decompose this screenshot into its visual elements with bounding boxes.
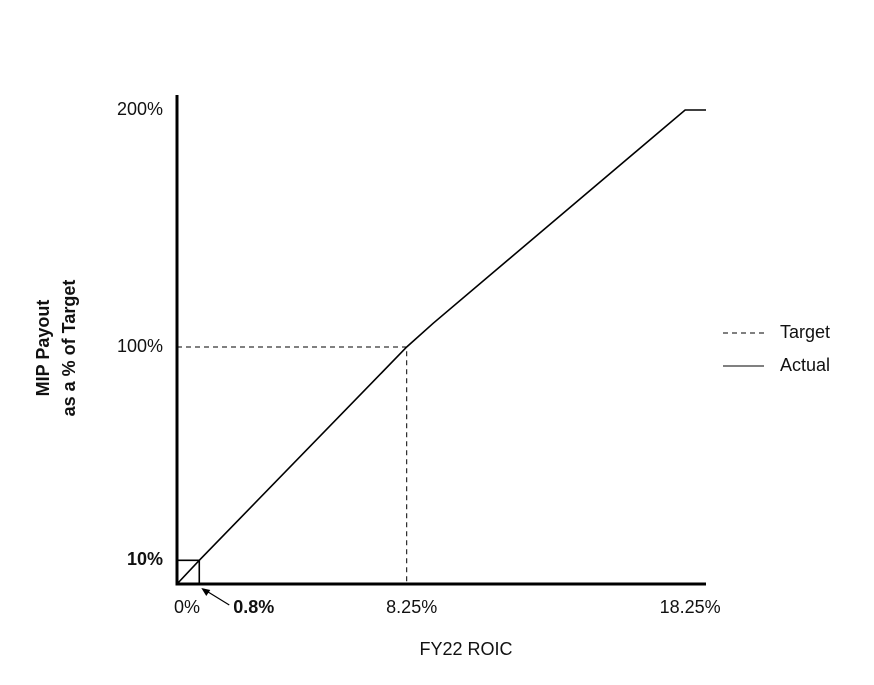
x-axis-label: FY22 ROIC	[419, 639, 512, 659]
y-axis-label-line: MIP Payout	[33, 300, 53, 397]
legend-label: Target	[780, 322, 830, 342]
x-tick-label: 8.25%	[386, 597, 437, 617]
tick-arrowhead	[201, 588, 211, 596]
x-tick-label: 18.25%	[660, 597, 721, 617]
x-tick-label: 0%	[174, 597, 200, 617]
y-axis-label-line: as a % of Target	[59, 280, 79, 417]
y-tick-label: 200%	[117, 99, 163, 119]
x-tick-label: 0.8%	[233, 597, 274, 617]
series-line	[176, 109, 706, 585]
legend-label: Actual	[780, 355, 830, 375]
y-tick-label: 10%	[127, 549, 163, 569]
y-axis-label: MIP Payout as a % of Target	[33, 280, 79, 417]
y-tick-label: 100%	[117, 336, 163, 356]
